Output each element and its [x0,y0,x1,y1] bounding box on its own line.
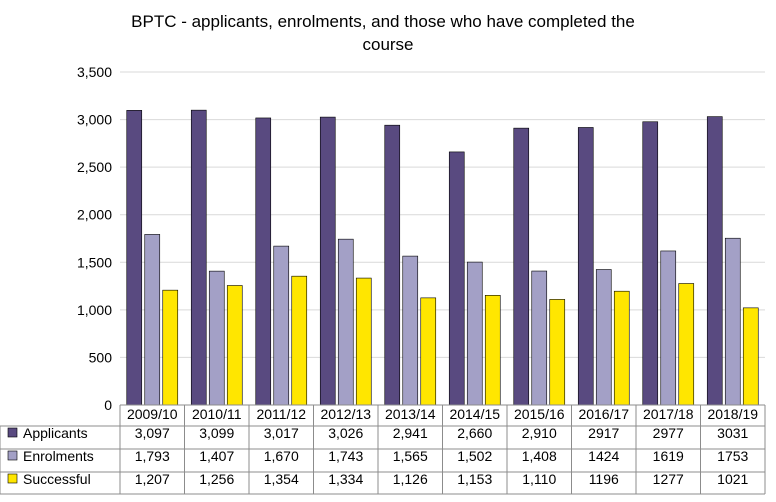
bar-enrolments-2011-12 [273,245,290,406]
data-label: 2,910 [522,425,557,441]
bar-successful-2010-11 [226,285,243,406]
bar-successful-2013-14 [420,297,437,406]
bar-successful-2014-15 [484,295,501,406]
y-tick-label: 1,500 [77,254,112,270]
data-label: 1,565 [393,448,428,464]
bar-applicants-2015-16 [513,127,530,406]
bar-applicants-2013-14 [384,124,401,406]
bar-successful-2018-19 [742,307,759,406]
data-label: 3031 [717,425,748,441]
bar-applicants-2012-13 [319,116,336,406]
data-label: 1424 [588,448,619,464]
legend-label-enrolments: Enrolments [23,448,94,464]
legend-label-successful: Successful [23,471,91,487]
y-tick-label: 0 [104,397,112,413]
data-table: 2009/10 2010/11 2011/12 2012/13 2013/14 2014/… [0,404,766,495]
x-category-label: 2013/14 [385,406,436,422]
x-category-label: 2010/11 [192,406,242,422]
bar-applicants-2011-12 [255,117,272,406]
bar-successful-2012-13 [355,277,372,406]
bar-enrolments-2012-13 [337,238,354,406]
data-label: 2917 [588,425,619,441]
legend-swatch-successful [7,473,18,484]
y-axis-ticks: 0 500 1,000 1,500 2,000 2,500 3,000 3,500 [77,64,112,413]
bar-applicants-2014-15 [448,151,465,406]
data-label: 2,660 [457,425,492,441]
bar-enrolments-2013-14 [402,255,419,406]
x-category-label: 2017/18 [643,406,694,422]
data-label: 1619 [653,448,684,464]
y-tick-label: 3,500 [77,64,112,80]
bar-successful-2016-17 [613,290,630,406]
data-label: 1,743 [328,448,363,464]
y-tick-label: 3,000 [77,112,112,128]
data-label: 1,408 [522,448,557,464]
data-label: 1,126 [393,471,428,487]
bar-applicants-2010-11 [190,109,207,406]
data-label: 1,207 [135,471,170,487]
chart-title-line-2: course [362,35,413,54]
data-label: 3,017 [264,425,299,441]
data-label: 1,334 [328,471,363,487]
data-label: 1,110 [522,471,556,487]
y-tick-label: 2,000 [77,207,112,223]
x-category-label: 2016/17 [578,406,629,422]
data-label: 3,026 [328,425,363,441]
y-tick-label: 1,000 [77,302,112,318]
bar-enrolments-2017-18 [660,250,677,406]
x-category-label: 2018/19 [707,406,758,422]
x-category-label: 2012/13 [320,406,371,422]
x-category-label: 2011/12 [256,406,306,422]
data-label: 1,407 [199,448,234,464]
bar-successful-2011-12 [291,275,308,406]
legend-swatch-enrolments [7,450,18,461]
data-label: 1021 [717,471,748,487]
bar-enrolments-2014-15 [466,261,483,406]
data-label: 3,099 [199,425,234,441]
data-label: 1277 [653,471,684,487]
data-label: 1,793 [135,448,170,464]
data-label: 1196 [589,471,619,487]
bar-applicants-2009-10 [126,110,143,406]
bar-applicants-2016-17 [577,127,594,406]
data-label: 1,256 [199,471,234,487]
bar-applicants-2017-18 [642,121,659,406]
x-category-label: 2009/10 [127,406,178,422]
data-label: 1,153 [457,471,492,487]
data-label: 3,097 [135,425,170,441]
legend-swatch-applicants [7,427,18,438]
bar-enrolments-2009-10 [144,234,161,406]
x-category-label: 2014/15 [449,406,500,422]
x-category-label: 2015/16 [514,406,565,422]
bar-successful-2017-18 [678,283,695,406]
data-label: 1,354 [264,471,299,487]
y-tick-label: 500 [89,349,113,365]
bar-enrolments-2018-19 [724,237,741,406]
bar-enrolments-2010-11 [208,270,225,406]
bar-applicants-2018-19 [706,116,723,406]
legend-label-applicants: Applicants [23,425,88,441]
bar-enrolments-2015-16 [531,270,548,406]
chart-title-line-1: BPTC - applicants, enrolments, and those… [131,12,635,31]
bars [126,109,759,406]
y-tick-label: 2,500 [77,159,112,175]
data-label: 2,941 [393,425,428,441]
data-label: 1753 [717,448,748,464]
bar-successful-2009-10 [162,289,179,406]
bar-successful-2015-16 [549,299,566,406]
data-label: 2977 [653,425,684,441]
bar-enrolments-2016-17 [595,269,612,406]
data-label: 1,502 [457,448,492,464]
data-label: 1,670 [264,448,299,464]
